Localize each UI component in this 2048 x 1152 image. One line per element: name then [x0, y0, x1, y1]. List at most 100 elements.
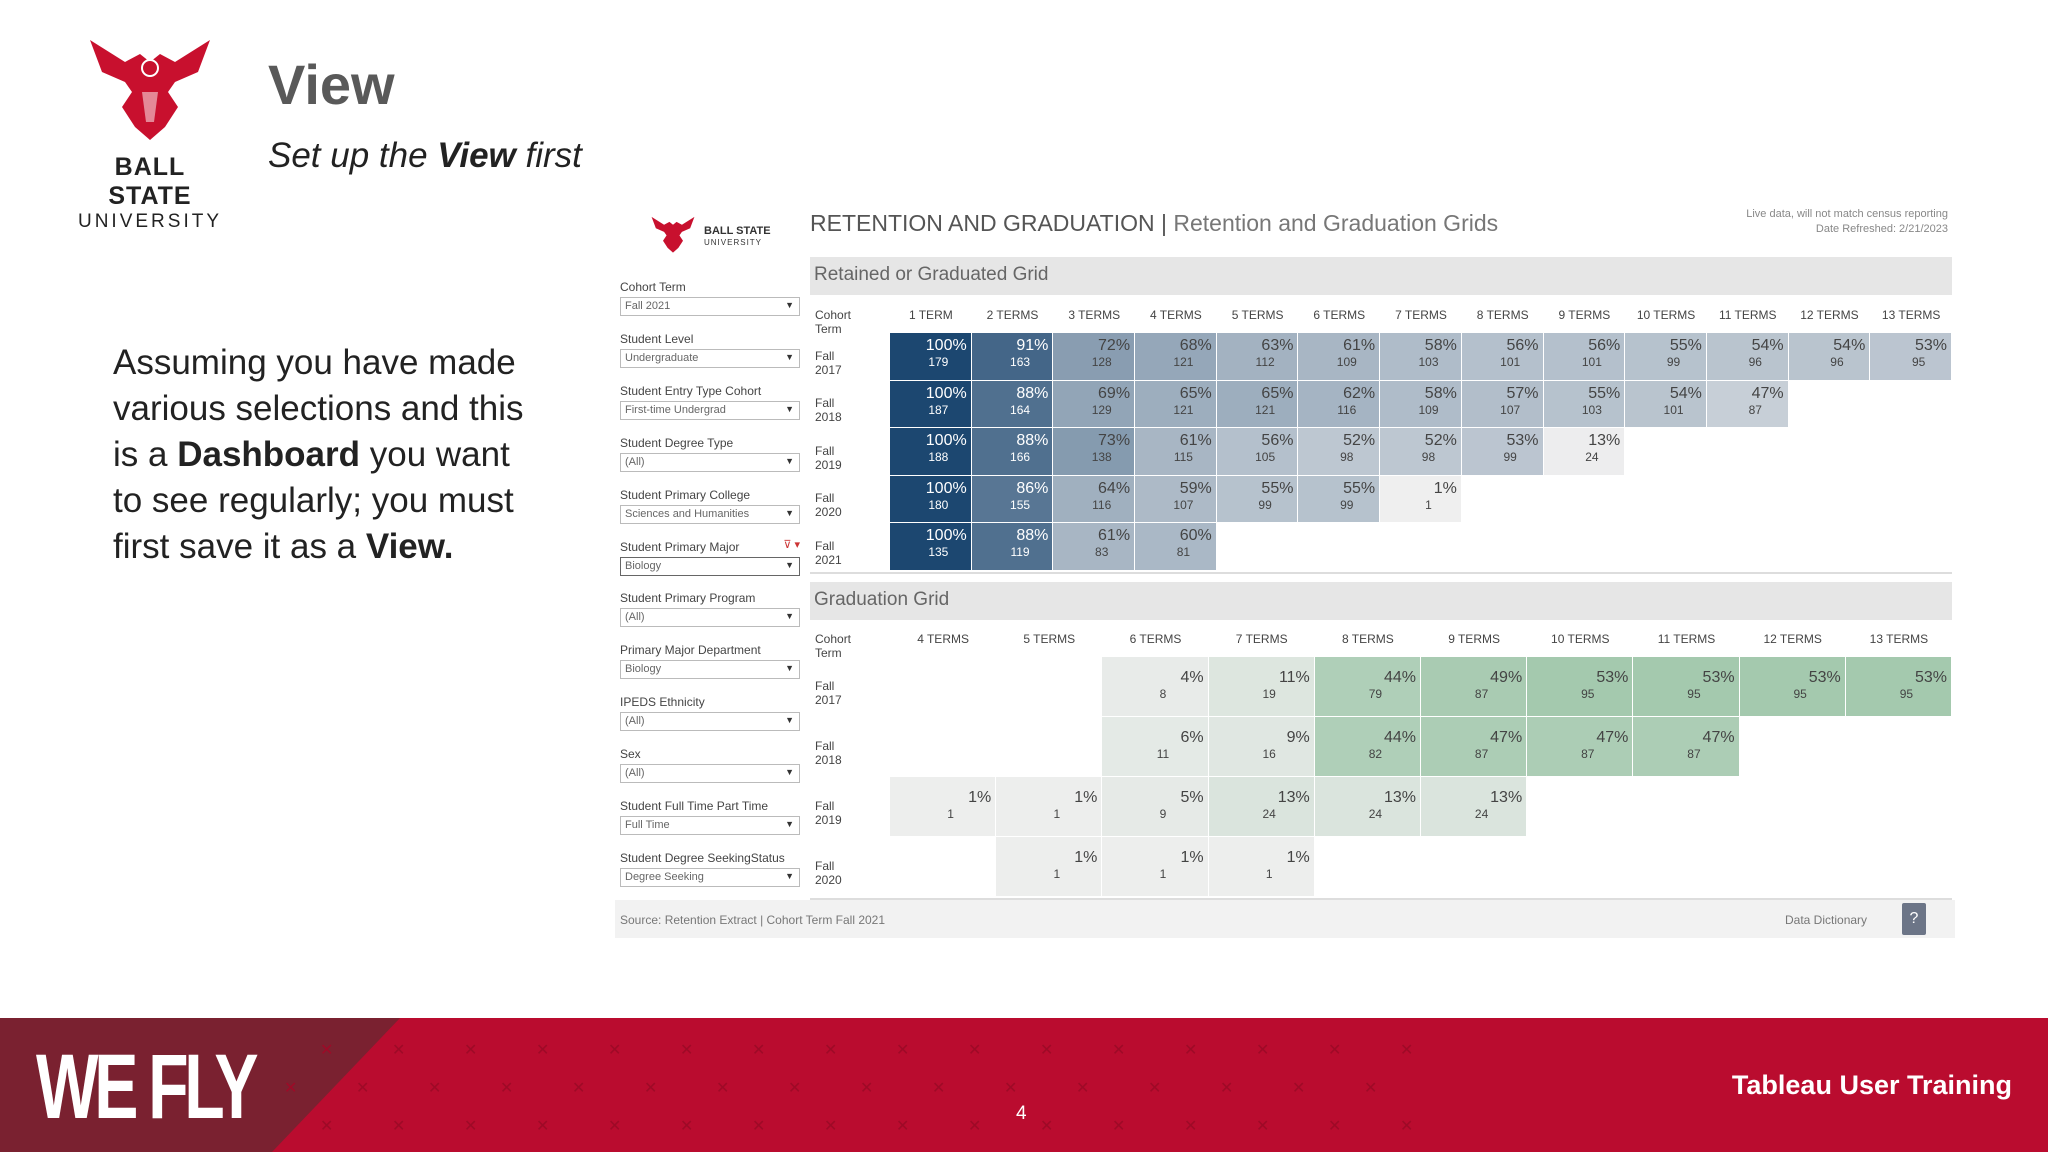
- grid-cell[interactable]: 100% 187: [890, 380, 972, 428]
- grid-cell[interactable]: 47% 87: [1633, 717, 1740, 777]
- pattern-mark-icon: ✕: [392, 1118, 406, 1135]
- filter-dropdown[interactable]: Degree Seeking ▼: [620, 867, 800, 887]
- grid-cell[interactable]: 13% 24: [1543, 428, 1626, 476]
- grid-cell[interactable]: 88% 166: [971, 428, 1054, 476]
- filter-dropdown[interactable]: (All) ▼: [620, 452, 800, 472]
- cell-count: 9: [1159, 807, 1167, 821]
- filter-dropdown[interactable]: First-time Undergrad ▼: [620, 400, 800, 420]
- grid-cell[interactable]: 57% 107: [1461, 380, 1544, 428]
- grid-cell[interactable]: 1% 1: [996, 837, 1103, 897]
- grid-cell[interactable]: 65% 121: [1216, 380, 1299, 428]
- grid-cell[interactable]: 1% 1: [1102, 837, 1209, 897]
- grid-cell[interactable]: 63% 112: [1216, 333, 1299, 381]
- chevron-down-icon[interactable]: ▼: [785, 870, 794, 881]
- grid-cell[interactable]: 54% 96: [1788, 333, 1871, 381]
- data-dictionary-link[interactable]: Data Dictionary: [1785, 913, 1868, 927]
- grid-cell[interactable]: 58% 103: [1380, 333, 1462, 381]
- grid-cell[interactable]: 86% 155: [971, 475, 1054, 523]
- grid-cell[interactable]: 55% 99: [1216, 475, 1299, 523]
- grid-cell[interactable]: 56% 105: [1216, 428, 1299, 476]
- grid-cell[interactable]: 56% 101: [1543, 333, 1626, 381]
- grid-cell[interactable]: 69% 129: [1053, 380, 1136, 428]
- grid-cell[interactable]: 44% 82: [1314, 717, 1421, 777]
- grid-cell[interactable]: 53% 99: [1461, 428, 1544, 476]
- grid-cell[interactable]: 1% 1: [996, 777, 1103, 837]
- grid-cell[interactable]: 100% 179: [890, 333, 972, 381]
- grid-cell[interactable]: 68% 121: [1135, 333, 1217, 381]
- grid-cell[interactable]: 1% 1: [890, 777, 997, 837]
- grid-cell[interactable]: 91% 163: [971, 333, 1054, 381]
- chevron-down-icon[interactable]: ▼: [785, 767, 794, 778]
- chevron-down-icon[interactable]: ▼: [785, 455, 794, 466]
- grid-cell[interactable]: 1% 1: [1208, 837, 1315, 897]
- grid-cell[interactable]: 56% 101: [1461, 333, 1544, 381]
- help-book-icon[interactable]: ?: [1902, 903, 1926, 935]
- grid-cell[interactable]: 55% 99: [1625, 333, 1707, 381]
- grid-cell[interactable]: 73% 138: [1053, 428, 1136, 476]
- grid-cell[interactable]: 53% 95: [1870, 333, 1952, 381]
- chevron-down-icon[interactable]: ▼: [785, 403, 794, 414]
- grid-cell[interactable]: 59% 107: [1135, 475, 1217, 523]
- grid-cell[interactable]: 9% 16: [1208, 717, 1315, 777]
- pattern-mark-icon: ✕: [644, 1080, 658, 1097]
- grid-cell[interactable]: 5% 9: [1102, 777, 1209, 837]
- grid-cell[interactable]: 53% 95: [1845, 657, 1952, 717]
- grid-cell[interactable]: 47% 87: [1527, 717, 1634, 777]
- grid-cell[interactable]: 61% 83: [1053, 523, 1136, 571]
- grid-cell[interactable]: 60% 81: [1135, 523, 1217, 571]
- chevron-down-icon[interactable]: ▼: [785, 351, 794, 362]
- grid-cell[interactable]: 100% 180: [890, 475, 972, 523]
- grid-cell[interactable]: 61% 115: [1135, 428, 1217, 476]
- grid-cell[interactable]: 88% 119: [971, 523, 1054, 571]
- grid-cell[interactable]: 44% 79: [1314, 657, 1421, 717]
- grid-cell[interactable]: 52% 98: [1380, 428, 1462, 476]
- chevron-down-icon[interactable]: ▼: [785, 715, 794, 726]
- grid-cell[interactable]: 11% 19: [1208, 657, 1315, 717]
- grid-cell[interactable]: 13% 24: [1208, 777, 1315, 837]
- filter-dropdown[interactable]: Biology ▼: [620, 556, 800, 576]
- grid-cell[interactable]: 55% 103: [1543, 380, 1626, 428]
- cell-count: 98: [1421, 450, 1436, 464]
- grid-cell[interactable]: 64% 116: [1053, 475, 1136, 523]
- grid-cell[interactable]: 54% 101: [1625, 380, 1707, 428]
- grid-cell[interactable]: 58% 109: [1380, 380, 1462, 428]
- filter-dropdown[interactable]: Fall 2021 ▼: [620, 297, 800, 316]
- filter-dropdown[interactable]: Biology ▼: [620, 660, 800, 680]
- chevron-down-icon[interactable]: ▼: [785, 300, 794, 310]
- filter-dropdown[interactable]: (All) ▼: [620, 712, 800, 732]
- grid-cell[interactable]: 100% 135: [890, 523, 972, 571]
- cell-percent: 100%: [925, 337, 967, 354]
- filter-dropdown[interactable]: (All) ▼: [620, 764, 800, 784]
- chevron-down-icon[interactable]: ▼: [785, 663, 794, 674]
- grid-cell[interactable]: 61% 109: [1298, 333, 1381, 381]
- grid-cell[interactable]: 53% 95: [1739, 657, 1846, 717]
- grid-cell[interactable]: 1% 1: [1380, 475, 1462, 523]
- grid-cell[interactable]: 65% 121: [1135, 380, 1217, 428]
- grid-cell[interactable]: 49% 87: [1421, 657, 1528, 717]
- grid-cell[interactable]: 53% 95: [1527, 657, 1634, 717]
- clear-filter-icon[interactable]: ⊽ ▾: [783, 538, 800, 551]
- filter-dropdown[interactable]: Undergraduate ▼: [620, 348, 800, 368]
- grid-cell[interactable]: 13% 24: [1421, 777, 1528, 837]
- grid-cell[interactable]: 4% 8: [1102, 657, 1209, 717]
- grid-cell[interactable]: 13% 24: [1314, 777, 1421, 837]
- grid-cell[interactable]: 54% 96: [1706, 333, 1789, 381]
- chevron-down-icon[interactable]: ▼: [785, 819, 794, 829]
- grid-cell[interactable]: 47% 87: [1706, 380, 1789, 428]
- grid-cell[interactable]: 88% 164: [971, 380, 1054, 428]
- filter-dropdown[interactable]: Sciences and Humanities ▼: [620, 504, 800, 524]
- grid-cell[interactable]: 55% 99: [1298, 475, 1381, 523]
- cell-percent: 13%: [1383, 789, 1416, 806]
- grid-cell[interactable]: 47% 87: [1421, 717, 1528, 777]
- grid-cell[interactable]: 62% 116: [1298, 380, 1381, 428]
- grid-cell[interactable]: 53% 95: [1633, 657, 1740, 717]
- grid-cell[interactable]: 100% 188: [890, 428, 972, 476]
- filter-dropdown[interactable]: Full Time ▼: [620, 816, 800, 835]
- chevron-down-icon[interactable]: ▼: [785, 507, 794, 518]
- grid-cell[interactable]: 72% 128: [1053, 333, 1136, 381]
- chevron-down-icon[interactable]: ▼: [785, 559, 794, 570]
- grid-cell[interactable]: 52% 98: [1298, 428, 1381, 476]
- filter-dropdown[interactable]: (All) ▼: [620, 608, 800, 628]
- grid-cell[interactable]: 6% 11: [1102, 717, 1209, 777]
- chevron-down-icon[interactable]: ▼: [785, 611, 794, 622]
